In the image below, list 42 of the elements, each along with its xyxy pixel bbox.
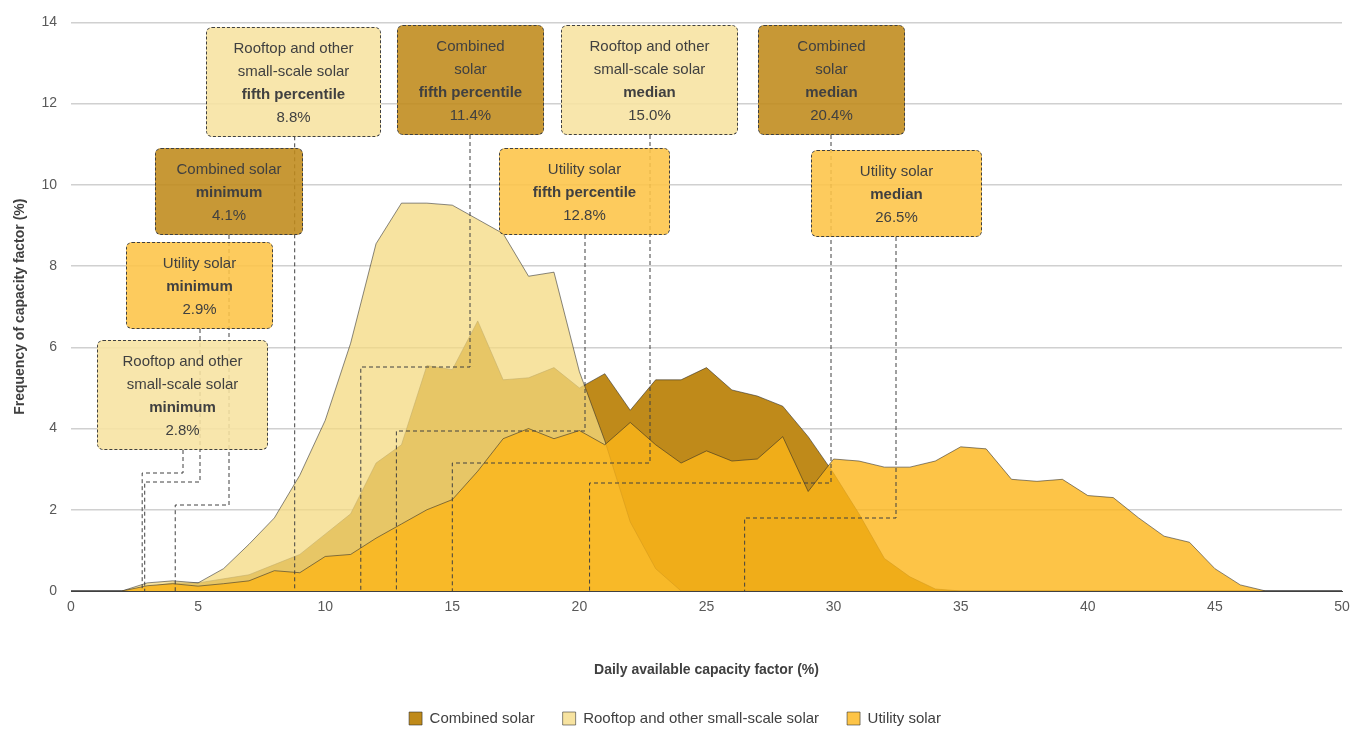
legend-label: Utility solar bbox=[867, 708, 941, 726]
x-tick-label: 10 bbox=[317, 598, 334, 615]
y-tick-label: 14 bbox=[41, 13, 58, 30]
x-axis-title: Daily available capacity factor (%) bbox=[594, 661, 819, 678]
x-tick-label: 25 bbox=[698, 598, 715, 615]
x-tick-label: 20 bbox=[571, 598, 588, 615]
legend-label: Rooftop and other small-scale solar bbox=[583, 708, 820, 726]
annotation: Rooftop and other small-scale solar fifth percentile 8.8% bbox=[232, 38, 355, 127]
x-tick-label: 40 bbox=[1080, 598, 1096, 615]
y-tick-label: 10 bbox=[41, 175, 58, 192]
annotation: Rooftop and other small-scale solar minimum 2.8% bbox=[121, 351, 244, 440]
annotation: Combined solar fifth percentile 11.4% bbox=[417, 36, 524, 125]
callout-box: Utility solar median 26.5% bbox=[811, 150, 982, 237]
y-tick-label: 2 bbox=[49, 500, 58, 517]
annotation: Utility solar median 26.5% bbox=[858, 161, 935, 227]
x-tick-label: 5 bbox=[194, 598, 203, 615]
x-tick-label: 0 bbox=[67, 598, 76, 615]
callout-box: Utility solar fifth percentile 12.8% bbox=[499, 148, 670, 235]
annotation: Combined solar median 20.4% bbox=[796, 36, 867, 125]
annotation: Utility solar fifth percentile 12.8% bbox=[531, 159, 638, 225]
y-axis-title: Frequency of capacity factor (%) bbox=[11, 198, 28, 415]
callout-box: Combined solar minimum 4.1% bbox=[155, 148, 303, 235]
x-tick-label: 15 bbox=[444, 598, 461, 615]
y-tick-label: 4 bbox=[49, 419, 58, 436]
callout-box: Combined solar fifth percentile 11.4% bbox=[397, 25, 544, 135]
annotation: Combined solar minimum 4.1% bbox=[175, 159, 283, 225]
callout-box: Rooftop and other small-scale solar median 15.0% bbox=[561, 25, 738, 135]
x-tick-label: 50 bbox=[1334, 598, 1350, 615]
callout-box: Combined solar median 20.4% bbox=[758, 25, 905, 135]
y-tick-label: 8 bbox=[49, 256, 58, 273]
x-tick-label: 45 bbox=[1207, 598, 1223, 615]
callout-box: Rooftop and other small-scale solar minimum 2.8% bbox=[97, 340, 268, 450]
y-tick-label: 12 bbox=[41, 94, 58, 111]
legend-label: Combined solar bbox=[429, 708, 535, 726]
x-tick-label: 30 bbox=[825, 598, 842, 615]
annotation: Utility solar minimum 2.9% bbox=[161, 253, 238, 319]
y-tick-label: 0 bbox=[49, 581, 58, 598]
y-tick-label: 6 bbox=[49, 338, 58, 355]
annotation: Rooftop and other small-scale solar median 15.0% bbox=[588, 36, 711, 125]
callout-box: Rooftop and other small-scale solar fifth percentile 8.8% bbox=[206, 27, 381, 137]
callout-box: Utility solar minimum 2.9% bbox=[126, 242, 273, 329]
x-tick-label: 35 bbox=[952, 598, 969, 615]
